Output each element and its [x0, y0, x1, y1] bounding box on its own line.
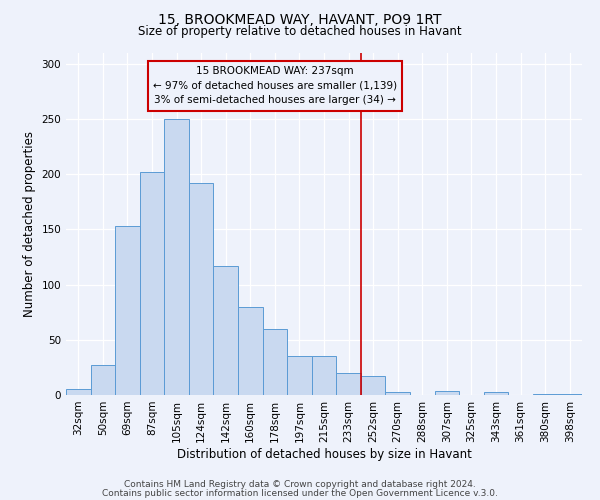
Bar [434, 390, 459, 395]
Text: 15 BROOKMEAD WAY: 237sqm
← 97% of detached houses are smaller (1,139)
3% of semi: 15 BROOKMEAD WAY: 237sqm ← 97% of detach… [153, 66, 397, 106]
Text: 15, BROOKMEAD WAY, HAVANT, PO9 1RT: 15, BROOKMEAD WAY, HAVANT, PO9 1RT [158, 12, 442, 26]
Bar [238, 306, 263, 395]
Bar [214, 266, 238, 395]
Bar [533, 394, 557, 395]
Bar [336, 373, 361, 395]
Bar [557, 394, 582, 395]
Bar [312, 356, 336, 395]
Bar [484, 392, 508, 395]
Bar [385, 392, 410, 395]
Bar [361, 376, 385, 395]
Y-axis label: Number of detached properties: Number of detached properties [23, 130, 36, 317]
Text: Contains HM Land Registry data © Crown copyright and database right 2024.: Contains HM Land Registry data © Crown c… [124, 480, 476, 489]
Text: Contains public sector information licensed under the Open Government Licence v.: Contains public sector information licen… [102, 489, 498, 498]
Bar [164, 119, 189, 395]
Bar [140, 172, 164, 395]
Bar [91, 365, 115, 395]
Text: Size of property relative to detached houses in Havant: Size of property relative to detached ho… [138, 25, 462, 38]
X-axis label: Distribution of detached houses by size in Havant: Distribution of detached houses by size … [176, 448, 472, 460]
Bar [189, 183, 214, 395]
Bar [115, 226, 140, 395]
Bar [263, 328, 287, 395]
Bar [66, 390, 91, 395]
Bar [287, 356, 312, 395]
